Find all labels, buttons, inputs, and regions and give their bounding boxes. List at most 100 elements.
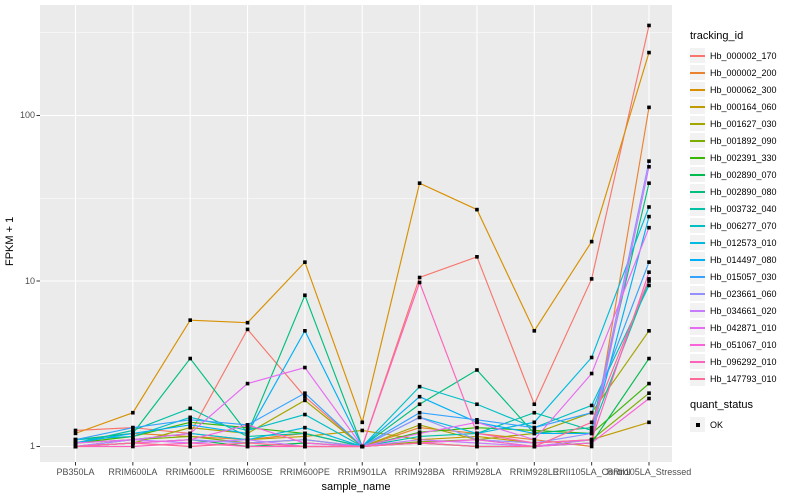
legend-label: Hb_002391_330 — [710, 152, 777, 163]
point-marker — [131, 410, 135, 415]
legend-entry: Hb_051067_010 — [690, 336, 800, 353]
legend-line-swatch-icon — [690, 54, 705, 57]
point-marker — [647, 164, 651, 169]
legend-entry-ok: OK — [690, 416, 800, 433]
point-marker — [188, 434, 192, 439]
legend-line-swatch-icon — [690, 360, 705, 363]
point-marker — [188, 423, 192, 427]
point-marker — [245, 320, 250, 325]
point-marker — [475, 444, 479, 449]
point-marker — [131, 434, 135, 439]
point-marker — [417, 425, 422, 430]
legend-label: Hb_002890_080 — [710, 186, 777, 197]
point-marker — [589, 428, 594, 433]
legend-entry: Hb_002391_330 — [690, 149, 800, 166]
point-marker — [647, 420, 651, 425]
legend-entry: Hb_015057_030 — [690, 268, 800, 285]
point-marker — [532, 425, 537, 430]
point-marker — [647, 270, 651, 275]
point-marker — [245, 434, 250, 439]
point-marker — [647, 356, 651, 361]
point-marker — [647, 391, 651, 395]
point-marker — [303, 293, 307, 298]
legend-key — [690, 286, 705, 301]
legend-line-swatch-icon — [690, 190, 705, 193]
point-marker — [303, 329, 307, 333]
point-marker — [73, 441, 78, 445]
x-tick-label: RRIM600PE — [279, 467, 330, 477]
legend-entry: Hb_034661_020 — [690, 302, 800, 319]
point-marker — [417, 437, 422, 442]
y-tick-label: 1 — [29, 441, 35, 451]
point-marker — [131, 431, 135, 436]
point-marker — [475, 431, 479, 436]
point-marker — [131, 437, 135, 442]
point-marker — [475, 437, 479, 442]
legend-key — [690, 320, 705, 335]
x-tick-label: RRIM928LA — [452, 467, 502, 477]
point-marker — [245, 441, 250, 445]
legend-key — [690, 371, 705, 386]
point-marker — [303, 412, 307, 417]
legend-label: Hb_012573_010 — [710, 237, 777, 248]
legend-entry: Hb_003732_040 — [690, 200, 800, 217]
point-marker — [303, 394, 307, 399]
x-tick-label: RRIM600LE — [165, 467, 215, 477]
x-tick-label: RRIM928BA — [394, 467, 445, 477]
legend-entry: Hb_012573_010 — [690, 234, 800, 251]
point-marker — [589, 371, 594, 376]
point-marker — [589, 437, 594, 442]
legend-label: Hb_002890_070 — [710, 169, 777, 180]
legend-key — [690, 99, 705, 114]
point-marker — [589, 420, 594, 425]
point-marker — [589, 403, 594, 408]
legend-key — [690, 150, 705, 165]
legend-label: Hb_000002_170 — [710, 50, 777, 61]
point-marker — [417, 280, 422, 285]
point-marker — [417, 431, 422, 436]
y-tick-label: 100 — [19, 110, 35, 120]
point-marker — [245, 381, 250, 386]
legend-label: Hb_001627_030 — [710, 118, 777, 129]
point-marker — [589, 444, 594, 449]
point-marker — [131, 428, 135, 433]
point-marker — [647, 329, 651, 333]
legend-line-swatch-icon — [690, 343, 705, 346]
point-marker — [73, 431, 78, 436]
legend-key — [690, 116, 705, 131]
legend-entry: Hb_000002_170 — [690, 47, 800, 64]
legend-label: Hb_042871_010 — [710, 322, 777, 333]
legend-key — [690, 269, 705, 284]
point-marker — [188, 437, 192, 442]
point-marker — [475, 368, 479, 372]
point-marker — [188, 425, 192, 430]
legend-line-swatch-icon — [690, 139, 705, 142]
point-marker — [188, 406, 192, 411]
legend-key — [690, 354, 705, 369]
legend-line-swatch-icon — [690, 377, 705, 380]
point-marker — [188, 431, 192, 436]
x-tick-label: RRII105LA_Stressed — [606, 467, 692, 477]
legend-entry: Hb_001627_030 — [690, 115, 800, 132]
ok-square-marker-icon — [695, 422, 700, 427]
point-marker — [360, 428, 365, 433]
point-marker — [245, 431, 250, 436]
legend-label: Hb_000002_200 — [710, 67, 777, 78]
legend-label: Hb_096292_010 — [710, 356, 777, 367]
legend-key — [690, 167, 705, 182]
legend-key — [690, 82, 705, 97]
legend-label: Hb_034661_020 — [710, 305, 777, 316]
point-marker — [532, 431, 537, 436]
legend-entries: Hb_000002_170 Hb_000002_200 Hb_000062_300 H… — [690, 47, 800, 387]
point-marker — [417, 434, 422, 439]
legend-label: Hb_147793_010 — [710, 373, 777, 384]
point-marker — [417, 275, 422, 280]
point-marker — [475, 420, 479, 425]
legend-key — [690, 184, 705, 199]
point-marker — [73, 428, 78, 433]
legend-key — [690, 417, 705, 432]
x-tick-label: RRIM600LA — [108, 467, 158, 477]
point-marker — [647, 205, 651, 209]
point-marker — [589, 431, 594, 436]
point-marker — [589, 441, 594, 445]
